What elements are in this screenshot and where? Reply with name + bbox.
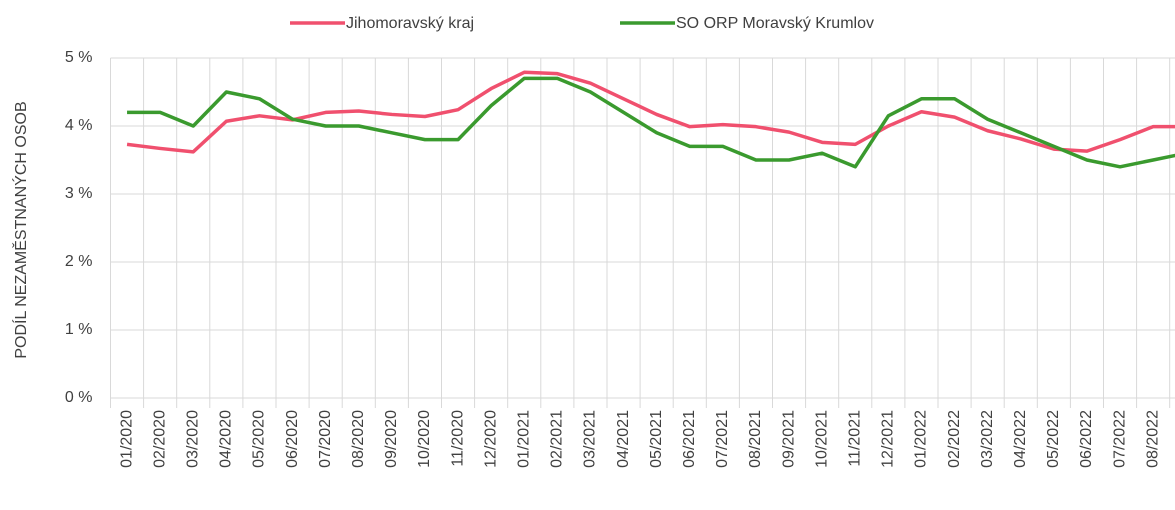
x-tick-label: 08/2021 xyxy=(747,410,764,468)
y-tick-label: 0 % xyxy=(65,389,93,406)
x-tick-label: 05/2021 xyxy=(648,410,665,468)
x-tick-label: 03/2021 xyxy=(582,410,599,468)
x-tick-label: 01/2021 xyxy=(515,410,532,468)
y-axis-label: PODÍL NEZAMĚSTNANÝCH OSOB xyxy=(11,101,30,358)
x-tick-label: 02/2022 xyxy=(946,410,963,468)
x-tick-label: 02/2020 xyxy=(151,410,168,468)
x-tick-label: 12/2020 xyxy=(482,410,499,468)
x-tick-label: 11/2021 xyxy=(846,410,863,467)
x-tick-label: 05/2020 xyxy=(251,410,268,468)
x-tick-label: 03/2020 xyxy=(184,410,201,468)
legend-label: Jihomoravský kraj xyxy=(346,15,474,32)
x-tick-label: 06/2022 xyxy=(1078,410,1095,468)
y-tick-label: 2 % xyxy=(65,253,93,270)
x-tick-label: 08/2020 xyxy=(350,410,367,468)
x-tick-label: 07/2022 xyxy=(1111,410,1128,468)
x-tick-label: 01/2022 xyxy=(913,410,930,468)
line-series xyxy=(126,70,1175,154)
x-tick-label: 08/2022 xyxy=(1144,410,1161,468)
x-tick-label: 07/2020 xyxy=(317,410,334,468)
x-tick-label: 06/2021 xyxy=(681,410,698,468)
y-tick-label: 4 % xyxy=(65,117,93,134)
x-tick-label: 04/2022 xyxy=(1012,410,1029,468)
y-tick-label: 1 % xyxy=(65,321,93,338)
x-tick-label: 04/2021 xyxy=(615,410,632,468)
x-tick-label: 11/2020 xyxy=(449,410,466,467)
x-tick-label: 12/2021 xyxy=(880,410,897,468)
x-tick-label: 02/2021 xyxy=(549,410,566,468)
line-series xyxy=(127,76,1175,169)
x-tick-label: 05/2022 xyxy=(1045,410,1062,468)
x-tick-label: 10/2020 xyxy=(416,410,433,468)
y-tick-label: 3 % xyxy=(65,185,93,202)
x-tick-label: 09/2021 xyxy=(780,410,797,468)
y-tick-label: 5 % xyxy=(65,49,93,66)
x-tick-label: 07/2021 xyxy=(714,410,731,468)
x-tick-label: 01/2020 xyxy=(118,410,135,468)
x-tick-label: 03/2022 xyxy=(979,410,996,468)
x-tick-label: 09/2020 xyxy=(383,410,400,468)
legend-label: SO ORP Moravský Krumlov xyxy=(676,15,874,32)
x-tick-label: 10/2021 xyxy=(813,410,830,468)
x-tick-label: 06/2020 xyxy=(284,410,301,468)
x-tick-label: 04/2020 xyxy=(218,410,235,468)
